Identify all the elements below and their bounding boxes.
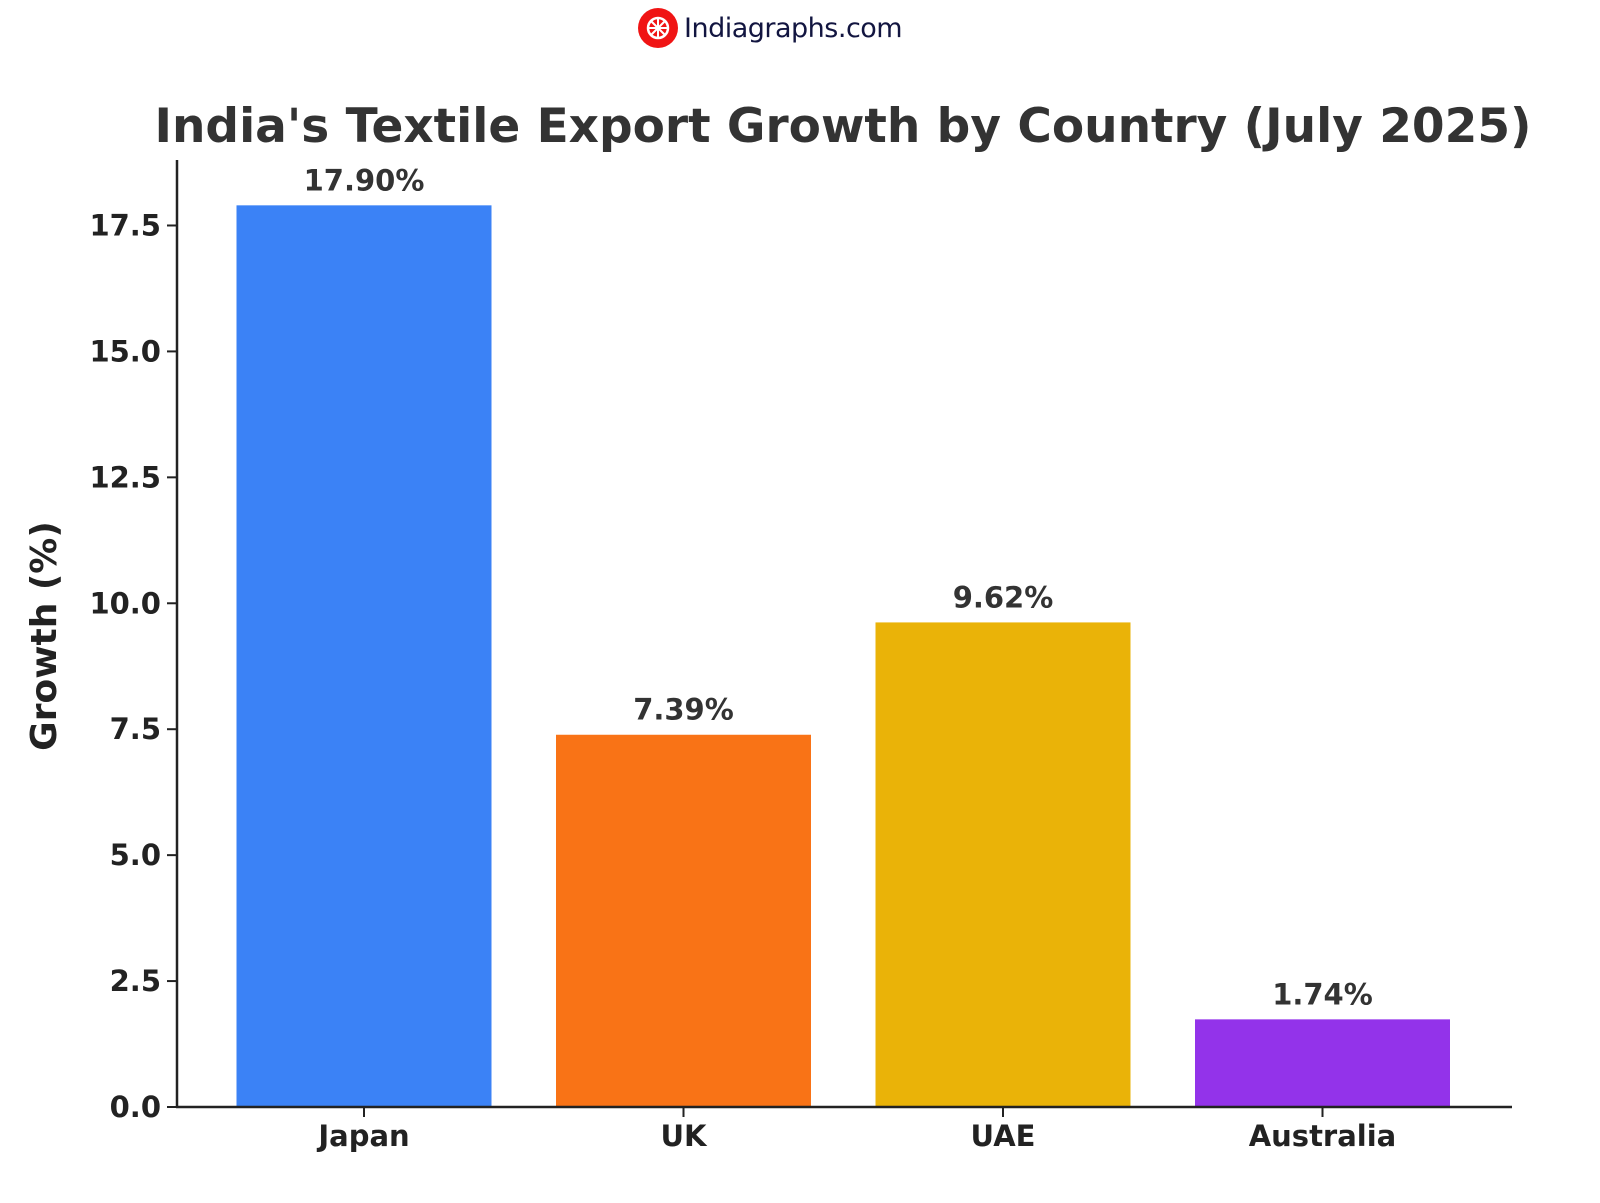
logo: Indiagraphs.com [638, 8, 903, 48]
data-label: 9.62% [953, 580, 1054, 614]
bar-uae [875, 622, 1131, 1107]
y-tick-label: 15.0 [89, 334, 161, 368]
x-tick-label: Japan [316, 1119, 409, 1153]
data-label: 17.90% [304, 163, 425, 197]
data-label: 7.39% [633, 693, 734, 727]
y-axis-label: Growth (%) [24, 521, 65, 751]
x-tick-label: UAE [971, 1119, 1036, 1153]
x-tick-label: Australia [1249, 1119, 1397, 1153]
y-tick-label: 12.5 [89, 460, 161, 494]
y-tick-label: 10.0 [89, 586, 161, 620]
y-tick-label: 17.5 [89, 208, 161, 242]
logo-text: Indiagraphs.com [684, 12, 903, 44]
bar-japan [236, 205, 492, 1108]
x-tick-label: UK [660, 1119, 708, 1153]
chart-title: India's Textile Export Growth by Country… [154, 99, 1531, 154]
y-tick-label: 5.0 [110, 838, 161, 872]
data-label: 1.74% [1272, 977, 1373, 1011]
y-tick-label: 7.5 [110, 712, 161, 746]
bar-australia [1195, 1019, 1450, 1107]
bar-uk [556, 734, 811, 1107]
logo-icon [638, 8, 678, 48]
y-tick-label: 0.0 [110, 1090, 161, 1124]
y-tick-label: 2.5 [110, 964, 161, 998]
